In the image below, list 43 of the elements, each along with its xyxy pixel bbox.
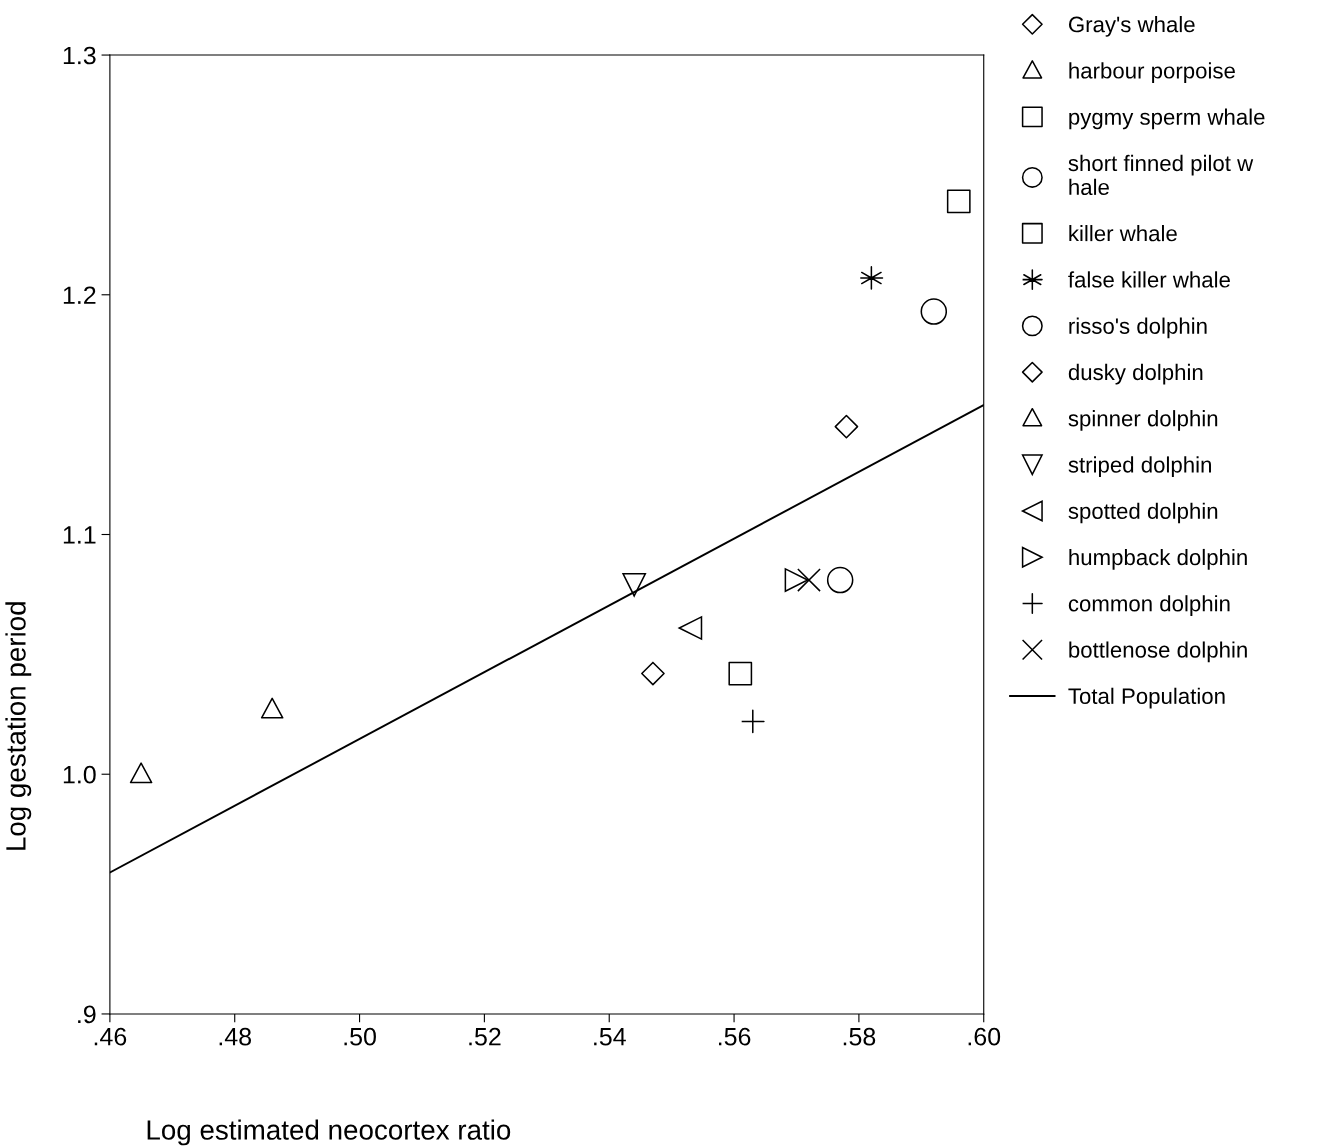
point (826, 566, 854, 594)
point (920, 298, 948, 325)
legend-label: dusky dolphin (1068, 363, 1203, 385)
point (260, 697, 284, 719)
x-tick-label: .58 (843, 1027, 876, 1046)
y-tick-label: 1.1 (63, 526, 96, 544)
point (946, 189, 971, 214)
x-tick-label: .54 (594, 1028, 626, 1046)
legend-label: spinner dolphin (1068, 410, 1218, 431)
x-tick-label: .48 (219, 1027, 252, 1046)
y-tick-label: 1.3 (63, 46, 96, 65)
legend-label: harbour porpoise (1069, 62, 1235, 83)
legend-label: Gray's whale (1068, 16, 1195, 37)
x-axis-title: Log estimated neocortex ratio (147, 1119, 511, 1146)
legend-label: killer whale (1069, 225, 1177, 242)
legend-label: bottlenose dolphin (1069, 641, 1247, 663)
y-tick-label: 1.2 (63, 286, 96, 304)
legend-label: false killer whale (1068, 271, 1230, 288)
point (834, 414, 859, 439)
point (859, 266, 884, 290)
point (728, 661, 753, 686)
legend-label: risso's dolphin (1069, 317, 1207, 339)
point (129, 762, 153, 784)
legend-label: common dolphin (1068, 595, 1230, 616)
x-tick-label: .60 (968, 1027, 1001, 1046)
point (678, 616, 703, 640)
y-tick-label: .9 (78, 1005, 96, 1024)
point (641, 661, 665, 686)
legend-label: humpback dolphin (1069, 548, 1247, 570)
point (622, 572, 647, 597)
x-tick-label: .56 (718, 1027, 751, 1046)
legend-label: striped dolphin (1068, 456, 1211, 478)
legend-label: short finned pilot w hale (1068, 154, 1254, 196)
y-tick-label: 1.0 (63, 765, 96, 784)
x-tick-label: .52 (469, 1027, 501, 1046)
legend-label: spotted dolphin (1068, 502, 1218, 524)
point (784, 568, 809, 592)
x-tick-label: .50 (344, 1027, 376, 1046)
point (797, 568, 821, 592)
y-axis-title: Log gestation period (5, 602, 32, 850)
x-tick-label: .46 (94, 1027, 127, 1046)
legend-label: Total Population (1068, 687, 1225, 709)
legend-label: pygmy sperm whale (1069, 108, 1265, 130)
